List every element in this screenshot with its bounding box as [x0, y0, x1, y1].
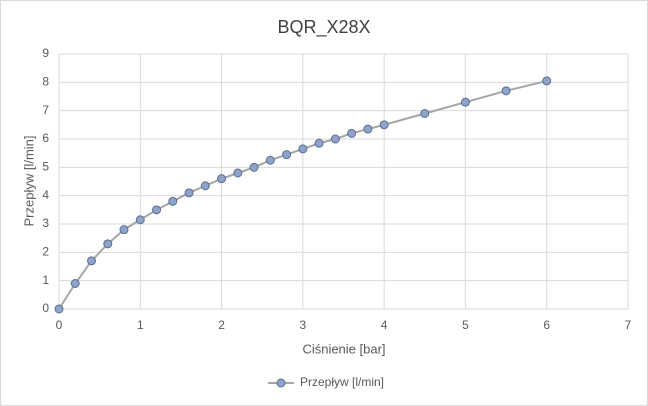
data-point — [168, 196, 178, 206]
data-point — [152, 205, 162, 215]
data-point — [103, 239, 113, 249]
y-tick-label: 0 — [42, 301, 49, 315]
data-point — [184, 188, 194, 198]
legend-marker — [276, 378, 286, 388]
data-point — [265, 155, 275, 165]
x-tick-label: 5 — [462, 318, 469, 332]
y-tick-label: 9 — [42, 46, 49, 60]
data-point — [501, 86, 511, 96]
chart-title: BQR_X28X — [277, 17, 370, 38]
data-point — [330, 134, 340, 144]
data-point — [87, 256, 97, 266]
x-tick-label: 7 — [625, 318, 632, 332]
data-point — [233, 168, 243, 178]
y-tick-label: 4 — [42, 188, 49, 202]
data-point — [542, 76, 552, 86]
data-point — [314, 138, 324, 148]
x-tick-label: 4 — [381, 318, 388, 332]
data-point — [298, 144, 308, 154]
y-tick-label: 2 — [42, 245, 49, 259]
y-tick-label: 3 — [42, 216, 49, 230]
data-point — [135, 215, 145, 225]
y-tick-label: 8 — [42, 75, 49, 89]
data-point — [363, 124, 373, 134]
x-tick-label: 3 — [300, 318, 307, 332]
data-point — [460, 97, 470, 107]
y-tick-label: 6 — [42, 131, 49, 145]
y-axis-title: Przepływ [l/min] — [21, 135, 36, 226]
x-tick-label: 2 — [218, 318, 225, 332]
legend-label: Przepływ [l/min] — [300, 375, 384, 389]
data-point — [379, 120, 389, 130]
y-tick-label: 7 — [42, 103, 49, 117]
data-point — [217, 174, 227, 184]
data-point — [70, 279, 80, 288]
x-axis-title: Ciśnienie [bar] — [302, 341, 385, 356]
y-tick-label: 5 — [42, 160, 49, 174]
x-tick-label: 0 — [56, 318, 63, 332]
data-point — [282, 150, 292, 160]
data-point — [249, 162, 259, 172]
data-point — [54, 304, 64, 314]
data-point — [119, 225, 129, 235]
y-tick-label: 1 — [42, 273, 49, 287]
data-point — [200, 181, 210, 191]
x-tick-label: 1 — [137, 318, 144, 332]
data-point — [420, 109, 430, 118]
data-point — [347, 128, 357, 138]
x-tick-label: 6 — [543, 318, 550, 332]
